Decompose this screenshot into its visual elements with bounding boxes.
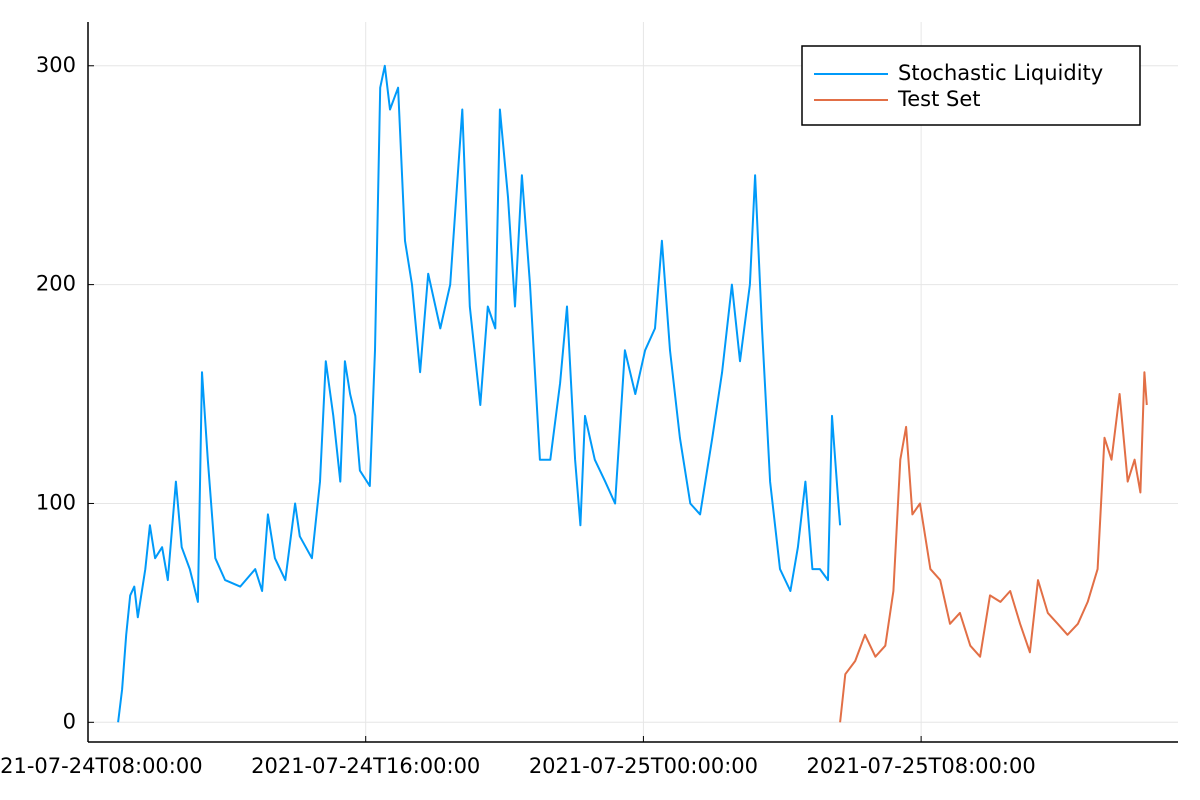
legend-label: Test Set [897,87,981,111]
y-tick-label: 200 [36,272,76,296]
line-series [117,64,842,723]
x-tick-label: 2021-07-24T16:00:00 [251,754,480,778]
y-tick-label: 100 [36,490,76,514]
y-tick-label: 0 [63,709,76,733]
x-tick-label: 2021-07-25T08:00:00 [807,754,1036,778]
legend-label: Stochastic Liquidity [898,61,1103,85]
legend-box [801,45,1141,126]
x-tick-label: 2021-07-25T00:00:00 [529,754,758,778]
line-series [839,371,1148,723]
x-tick-label: 2021-07-24T08:00:00 [0,754,203,778]
y-tick-label: 300 [36,53,76,77]
